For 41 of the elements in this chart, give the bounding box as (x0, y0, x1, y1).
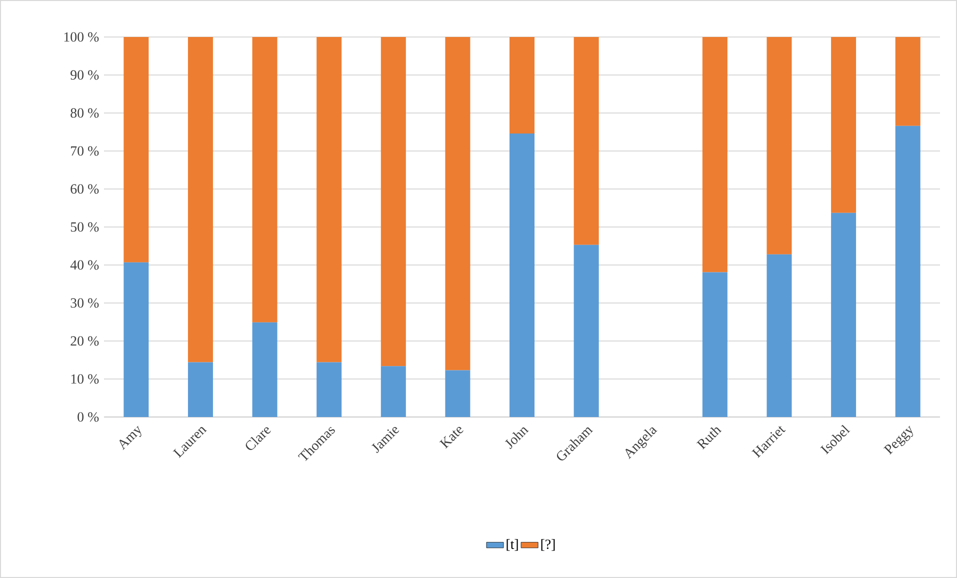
y-tick-label: 100 % (64, 32, 99, 42)
bar (252, 322, 278, 417)
y-tick-label: 60 % (70, 184, 99, 194)
bar (574, 244, 599, 417)
legend-label: [?] (541, 539, 555, 551)
bar (766, 254, 792, 417)
legend-label: [t] (506, 539, 518, 551)
bar (316, 362, 342, 417)
x-tick-label: Clare (246, 427, 271, 450)
y-tick-label: 30 % (70, 298, 99, 308)
y-tick-label: 40 % (70, 260, 99, 270)
bar (188, 362, 213, 417)
y-tick-label: 50 % (70, 222, 99, 232)
y-tick-label: 80 % (70, 108, 99, 118)
x-tick-label: Ruth (696, 427, 722, 450)
bar (380, 36, 406, 366)
bar (702, 36, 728, 272)
bar (831, 212, 856, 417)
y-tick-label: 20 % (70, 336, 99, 346)
x-tick-label: Kate (439, 426, 464, 449)
x-tick-label: John (504, 427, 529, 450)
bar (316, 36, 342, 362)
y-tick-label: 10 % (71, 374, 99, 384)
bar (574, 36, 599, 245)
bar (252, 36, 278, 322)
y-tick-label: 0 % (78, 412, 99, 422)
bar (445, 36, 470, 370)
bar (895, 36, 920, 126)
bar (766, 36, 792, 254)
bar (124, 36, 149, 262)
bar (188, 36, 213, 362)
bar (510, 134, 535, 417)
y-tick-label: 70 % (71, 146, 99, 156)
y-tick-label: 90 % (70, 70, 99, 80)
bar (895, 126, 920, 417)
bar (831, 36, 856, 213)
bar (510, 36, 535, 134)
bar (124, 262, 149, 417)
bar (702, 272, 728, 417)
bar (380, 366, 406, 417)
bar (445, 370, 470, 417)
